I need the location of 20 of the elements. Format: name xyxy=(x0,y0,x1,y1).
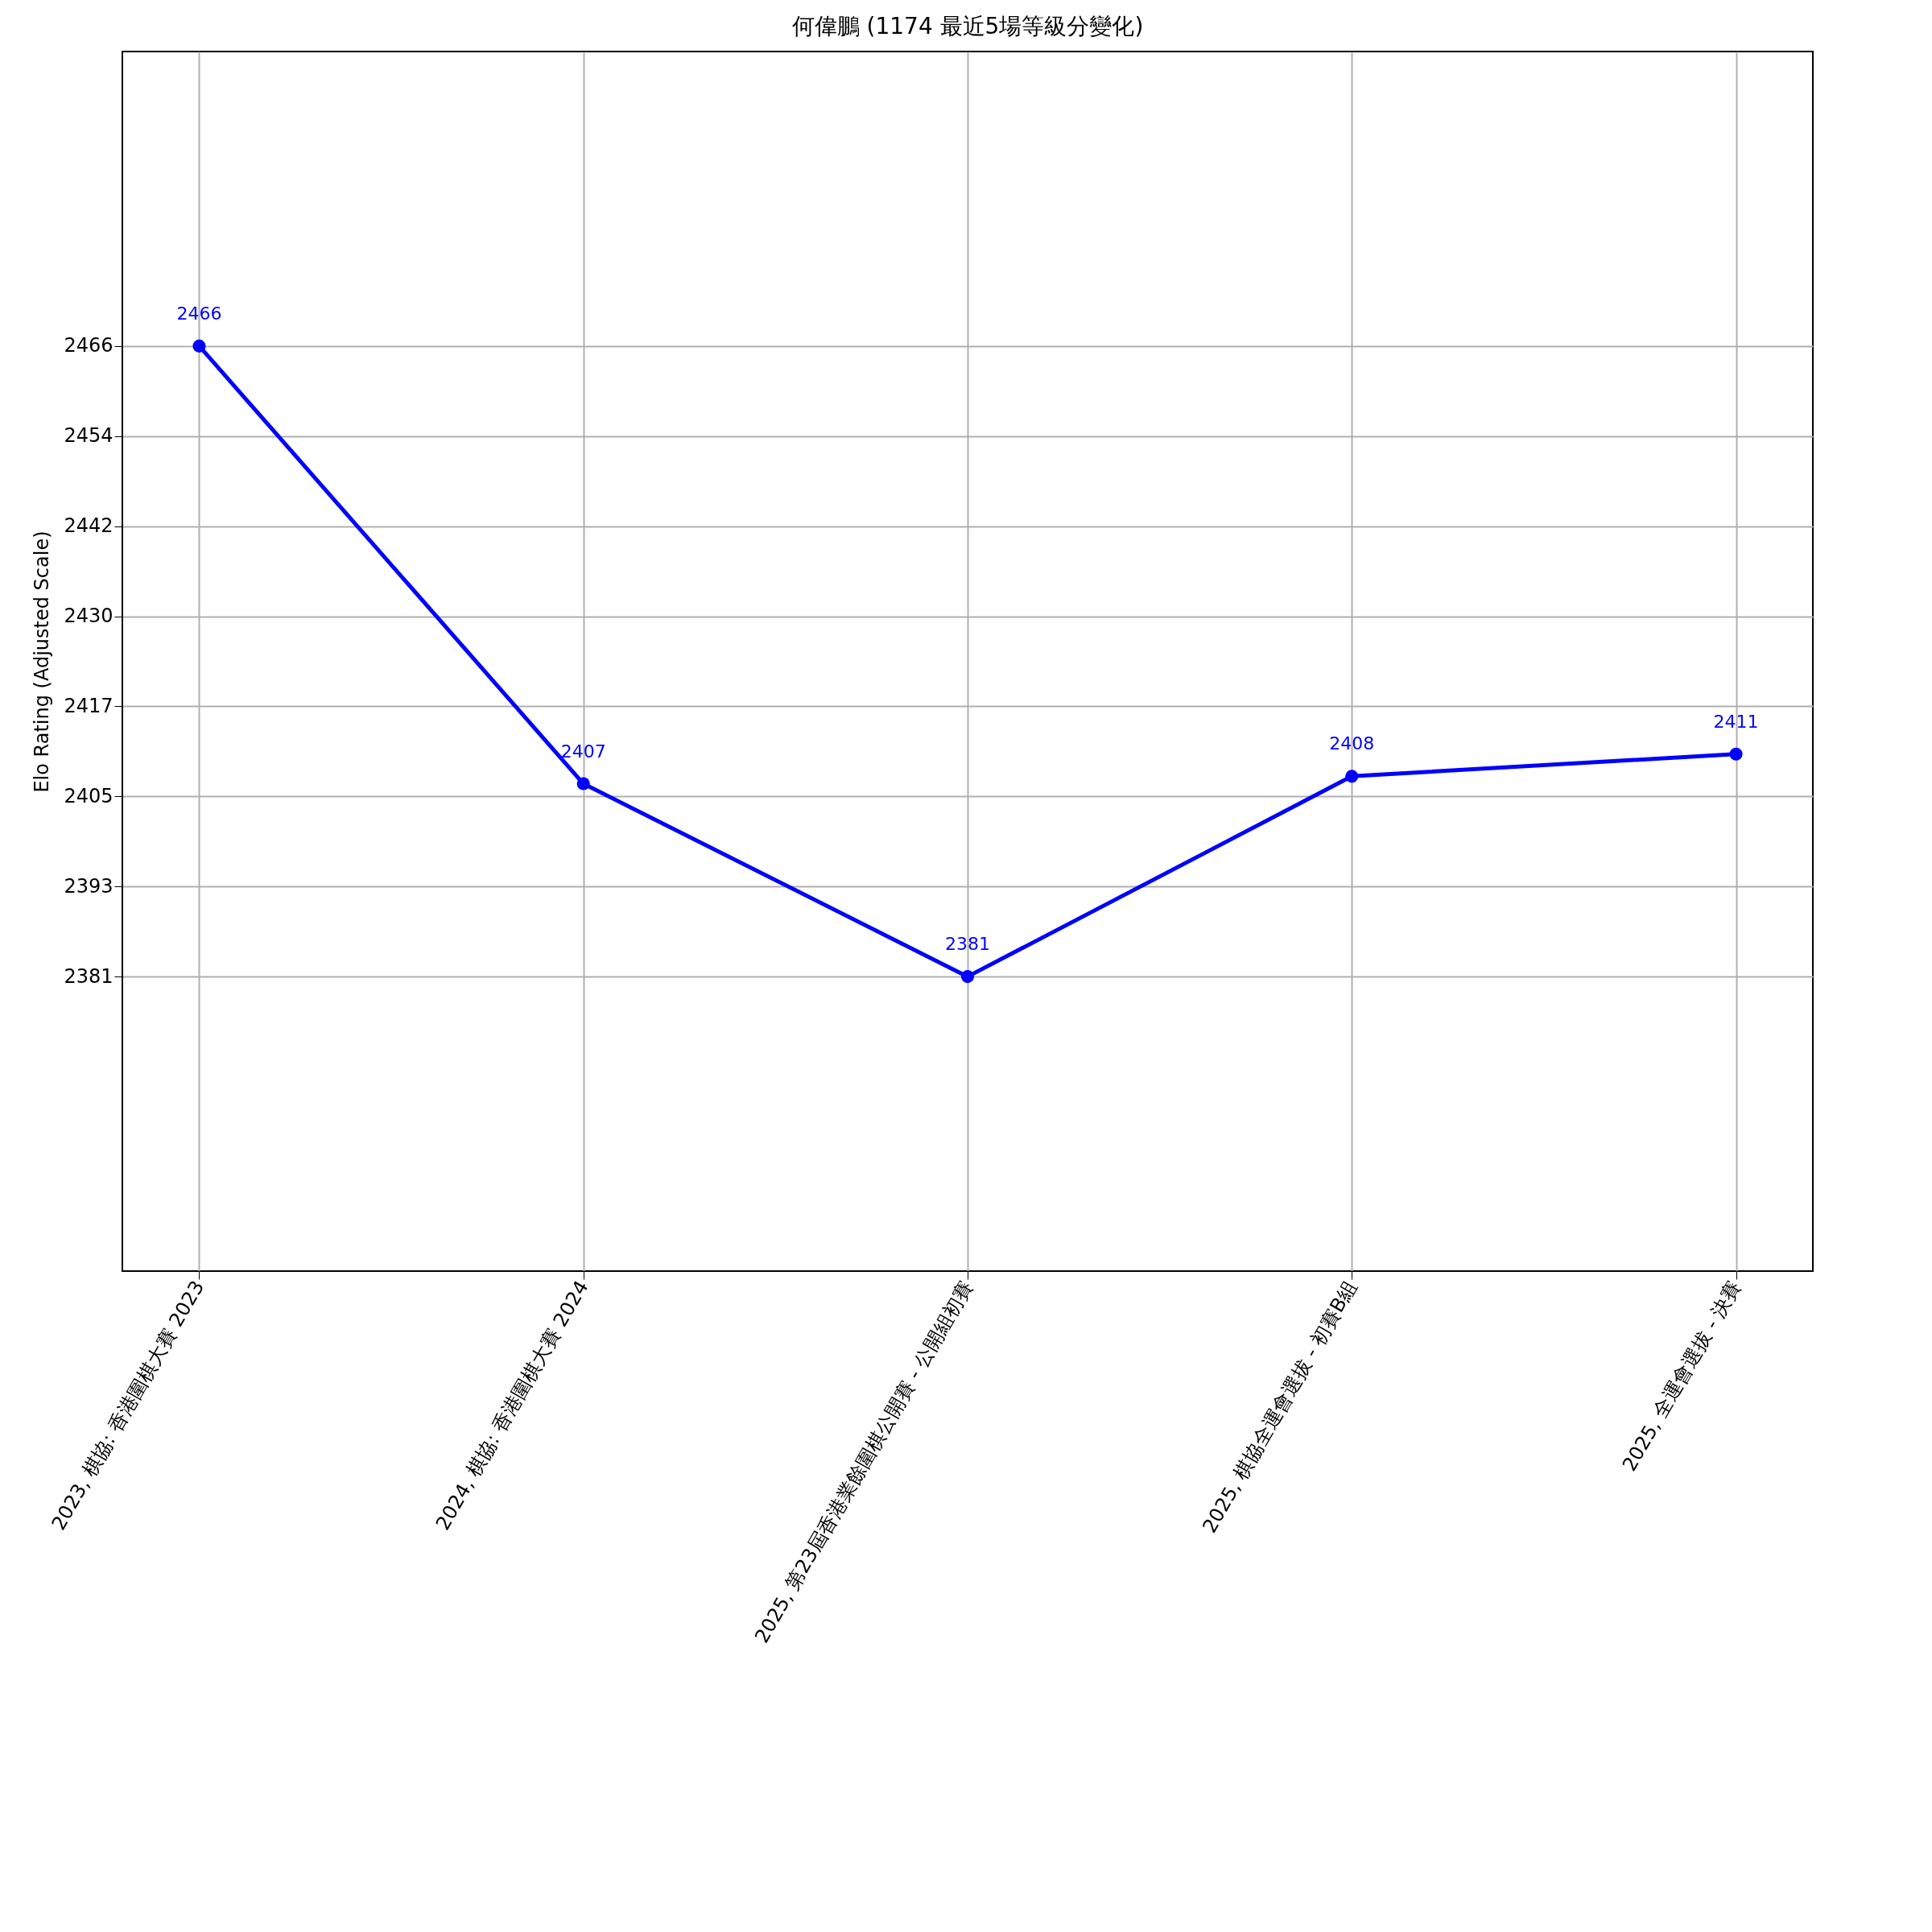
y-tick-label: 2430 xyxy=(64,605,114,628)
data-label: 2466 xyxy=(176,303,222,324)
point xyxy=(1729,747,1743,761)
point xyxy=(192,339,206,353)
y-tick-label: 2405 xyxy=(64,784,114,807)
y-tick-label: 2393 xyxy=(64,874,114,898)
y-axis-title: Elo Rating (Adjusted Scale) xyxy=(31,530,54,793)
data-label: 2411 xyxy=(1713,711,1759,732)
y-tick-label: 2381 xyxy=(64,964,114,988)
chart-title: 何偉鵬 (1174 最近5場等級分變化) xyxy=(791,13,1144,39)
data-label: 2408 xyxy=(1329,733,1375,754)
point xyxy=(576,777,590,791)
data-label: 2381 xyxy=(945,934,990,955)
point xyxy=(960,970,975,984)
point xyxy=(1345,770,1359,783)
y-tick-label: 2417 xyxy=(64,694,114,717)
y-tick-label: 2466 xyxy=(64,334,114,357)
data-label: 2407 xyxy=(560,741,606,762)
y-tick-label: 2454 xyxy=(64,424,114,448)
y-tick-label: 2442 xyxy=(64,514,114,538)
